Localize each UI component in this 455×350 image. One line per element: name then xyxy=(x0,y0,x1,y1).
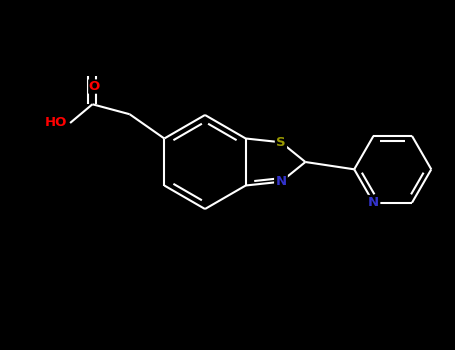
Text: S: S xyxy=(276,136,286,149)
Text: N: N xyxy=(275,175,287,188)
Text: HO: HO xyxy=(45,117,67,130)
Text: O: O xyxy=(89,80,100,93)
Text: N: N xyxy=(368,196,379,209)
